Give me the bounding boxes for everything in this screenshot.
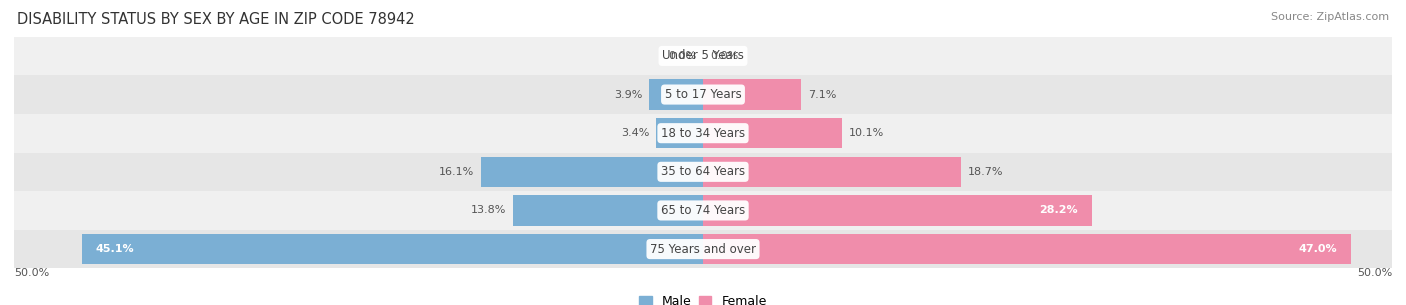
Text: 18.7%: 18.7% [967,167,1002,177]
Text: 45.1%: 45.1% [96,244,134,254]
Bar [650,80,703,109]
Bar [14,75,1392,114]
Bar [14,37,1392,75]
Text: 13.8%: 13.8% [471,206,506,215]
Bar [703,196,1091,225]
Bar [14,114,1392,152]
Text: 75 Years and over: 75 Years and over [650,242,756,256]
Text: 0.0%: 0.0% [710,51,738,61]
Text: 3.4%: 3.4% [621,128,650,138]
Text: 7.1%: 7.1% [807,90,837,99]
Text: 65 to 74 Years: 65 to 74 Years [661,204,745,217]
Bar [14,152,1392,191]
Bar [703,80,801,109]
Text: Under 5 Years: Under 5 Years [662,49,744,63]
Bar [513,196,703,225]
Text: 35 to 64 Years: 35 to 64 Years [661,165,745,178]
Text: 0.0%: 0.0% [668,51,696,61]
Bar [14,191,1392,230]
Text: 3.9%: 3.9% [614,90,643,99]
Bar [481,157,703,187]
Text: 50.0%: 50.0% [14,268,49,278]
Bar [82,234,703,264]
Text: 16.1%: 16.1% [439,167,474,177]
Text: DISABILITY STATUS BY SEX BY AGE IN ZIP CODE 78942: DISABILITY STATUS BY SEX BY AGE IN ZIP C… [17,12,415,27]
Legend: Male, Female: Male, Female [634,290,772,305]
Text: 50.0%: 50.0% [1357,268,1392,278]
Text: 10.1%: 10.1% [849,128,884,138]
Text: 18 to 34 Years: 18 to 34 Years [661,127,745,140]
Bar [14,230,1392,268]
Bar [703,234,1351,264]
Text: 47.0%: 47.0% [1298,244,1337,254]
Bar [657,118,703,148]
Text: 5 to 17 Years: 5 to 17 Years [665,88,741,101]
Text: 28.2%: 28.2% [1039,206,1078,215]
Bar [703,118,842,148]
Text: Source: ZipAtlas.com: Source: ZipAtlas.com [1271,12,1389,22]
Bar [703,157,960,187]
